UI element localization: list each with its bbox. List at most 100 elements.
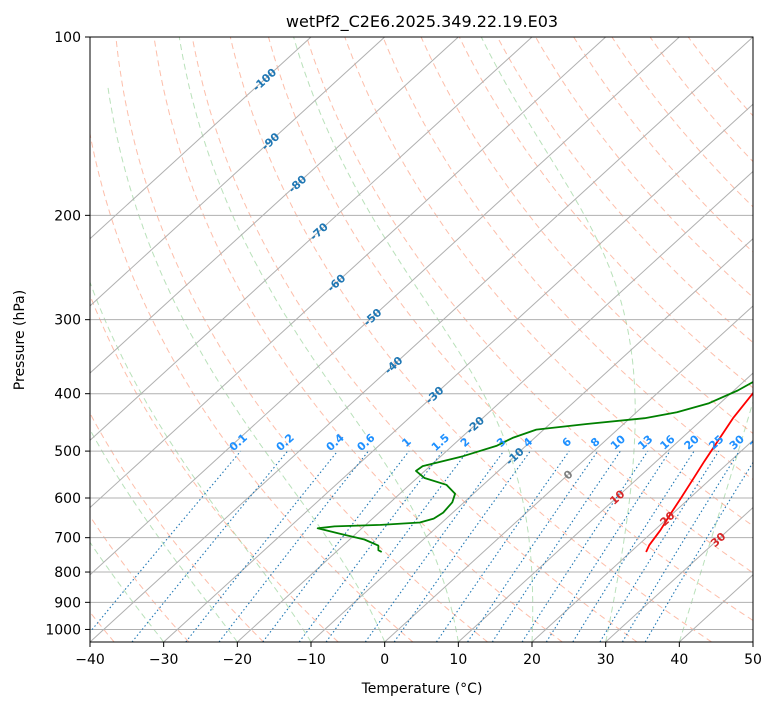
dry-adiabat-line <box>573 37 753 253</box>
pressure-gridlines <box>90 37 753 630</box>
mixing-ratio-line <box>521 450 649 642</box>
y-tick-label: 900 <box>54 595 81 611</box>
isotherm-line <box>752 641 753 642</box>
mixing-ratio-label: 1.5 <box>429 431 452 454</box>
mixing-ratio-line <box>599 450 720 642</box>
sounding-series <box>316 380 753 553</box>
x-axis: −40 −30 −20 −10 0 10 20 30 40 50 <box>75 642 762 668</box>
isotherm-line <box>90 37 312 240</box>
isotherm-line <box>384 305 753 642</box>
mixing-ratio-line <box>621 450 740 642</box>
mixing-ratio-label: 13 <box>635 433 655 453</box>
mixing-ratio-line <box>435 450 570 642</box>
mixing-ratio-label: 0.1 <box>227 431 250 454</box>
dry-adiabat-line <box>535 37 753 298</box>
mixing-ratio-labels: 0.1 0.2 0.4 0.6 1 1.5 2 3 4 6 8 10 13 16 20 25 30 36 <box>227 431 768 454</box>
dry-adiabats <box>90 37 753 642</box>
isotherm-line <box>605 506 753 642</box>
x-tick-label: 30 <box>597 652 615 668</box>
x-tick-label: −10 <box>296 652 326 668</box>
x-tick-label: −40 <box>75 652 105 668</box>
mixing-ratio-label: 4 <box>521 435 536 450</box>
x-tick-label: 10 <box>449 652 467 668</box>
plot-frame <box>89 36 754 643</box>
dry-adiabat-line <box>268 37 753 622</box>
dry-adiabat-line <box>153 37 563 642</box>
isotherm-line <box>163 103 753 642</box>
mixing-ratio-line <box>393 450 531 642</box>
plot-area: -100-90-80-70-60-50-40-30-20-10010203040… <box>90 37 768 642</box>
mixing-ratio-line <box>467 450 599 642</box>
mixing-ratio-label: 6 <box>560 435 575 450</box>
isotherm-line <box>236 170 753 642</box>
mixing-ratio-label: 0.6 <box>354 431 377 454</box>
y-tick-label: 200 <box>54 208 81 224</box>
moist-adiabat-line <box>90 428 238 642</box>
dry-adiabat-line <box>229 37 712 642</box>
y-tick-label: 600 <box>54 491 81 507</box>
mixing-ratio-line <box>298 450 444 642</box>
moist-adiabat-line <box>293 37 534 642</box>
isotherm-line <box>90 37 459 374</box>
mixing-ratio-lines <box>90 450 753 642</box>
moist-adiabat-line <box>678 399 753 642</box>
x-tick-label: 50 <box>744 652 762 668</box>
mixing-ratio-label: 1 <box>399 435 413 450</box>
mixing-ratio-label: 16 <box>658 432 678 452</box>
temperature-line <box>645 391 753 553</box>
y-tick-label: 800 <box>54 565 81 581</box>
mixing-ratio-line <box>325 450 468 642</box>
dry-adiabat-line <box>496 37 753 344</box>
y-tick-label: 500 <box>54 444 81 460</box>
mixing-ratio-label: 0.2 <box>274 431 297 454</box>
dry-adiabat-line <box>115 37 488 642</box>
dry-adiabat-line <box>191 37 638 642</box>
moist-adiabats <box>90 37 753 642</box>
dry-adiabat-line <box>306 37 753 574</box>
mixing-ratio-line <box>185 450 339 642</box>
y-tick-label: 100 <box>54 30 81 46</box>
mixing-ratio-label: 25 <box>706 433 726 453</box>
dry-adiabat-line <box>382 37 753 481</box>
y-tick-label: 300 <box>54 313 81 329</box>
isotherm-line <box>310 237 753 642</box>
isotherms <box>90 37 753 642</box>
mixing-ratio-line <box>364 450 505 642</box>
moist-adiabat-line <box>178 37 459 642</box>
dry-adiabat-line <box>90 131 414 642</box>
dry-adiabat-line <box>649 37 753 163</box>
mixing-ratio-label: 8 <box>588 435 602 450</box>
moist-adiabat-line <box>90 541 165 642</box>
mixing-ratio-line <box>218 450 369 642</box>
dry-adiabat-line <box>611 37 753 208</box>
moist-adiabat-line <box>90 281 312 642</box>
isotherm-line <box>457 372 753 642</box>
mixing-ratio-line <box>262 450 410 642</box>
isotherm-line <box>90 37 386 307</box>
mixing-ratio-line <box>90 450 242 633</box>
mixing-ratio-label: 0.4 <box>324 431 347 454</box>
dry-adiabat-line <box>420 37 753 435</box>
dry-adiabat-line <box>90 293 339 642</box>
isotherm-line <box>90 37 607 509</box>
chart-title: wetPf2_C2E6.2025.349.22.19.E03 <box>286 12 558 32</box>
mixing-ratio-label: 3 <box>494 435 508 450</box>
y-tick-label: 700 <box>54 531 81 547</box>
dry-adiabat-line <box>458 37 753 389</box>
mixing-ratio-label: 30 <box>727 432 747 452</box>
y-tick-label: 1000 <box>45 622 81 638</box>
dry-adiabat-line <box>90 515 190 642</box>
isotherm-line <box>531 439 753 642</box>
dry-adiabat-line <box>687 37 753 117</box>
x-tick-label: 0 <box>380 652 389 668</box>
moist-adiabat-line <box>106 83 386 642</box>
mixing-ratio-label: 36 <box>748 432 768 452</box>
x-axis-label: Temperature (°C) <box>361 681 483 697</box>
x-tick-label: −20 <box>223 652 253 668</box>
mixing-ratio-line <box>545 450 671 642</box>
y-axis: 1000 900 800 700 600 500 400 300 200 100 <box>45 30 90 638</box>
x-tick-label: 20 <box>523 652 541 668</box>
mixing-ratio-line <box>572 450 695 642</box>
isotherm-line <box>90 37 533 442</box>
